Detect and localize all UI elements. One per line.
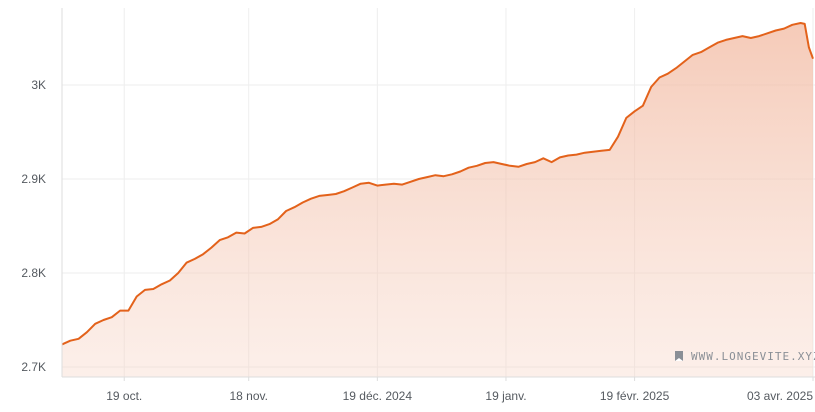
series-line-layer	[61, 22, 814, 346]
series-line	[61, 22, 814, 346]
area-fill-layer	[62, 23, 813, 377]
y-tick-label: 3K	[31, 78, 46, 92]
flag-icon	[675, 351, 683, 361]
x-tick-label: 18 nov.	[229, 389, 267, 403]
axes	[61, 8, 815, 378]
y-tick-label: 2.8K	[21, 266, 46, 280]
x-tick-label: 19 janv.	[485, 389, 526, 403]
x-tick-label: 19 déc. 2024	[343, 389, 413, 403]
watermark: WWW.LONGEVITE.XYZ	[675, 350, 815, 363]
y-tick-label: 2.9K	[21, 172, 46, 186]
x-tick-label: 19 oct.	[106, 389, 142, 403]
y-tick-label: 2.7K	[21, 360, 46, 374]
x-axis-ticks: 19 oct. 18 nov. 19 déc. 2024 19 janv. 19 fév…	[106, 377, 814, 403]
area-fill	[62, 23, 813, 377]
x-tick-label: 19 févr. 2025	[600, 389, 670, 403]
watermark-text: WWW.LONGEVITE.XYZ	[691, 350, 815, 363]
y-axis-ticks: 2.7K 2.8K 2.9K 3K	[21, 78, 46, 374]
x-tick-label: 03 avr. 2025	[747, 389, 813, 403]
